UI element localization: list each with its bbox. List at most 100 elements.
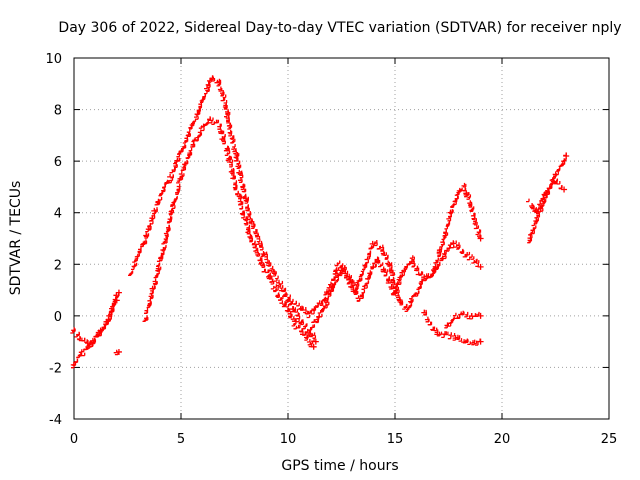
data-point — [318, 301, 323, 305]
data-point — [84, 339, 88, 343]
data-point — [415, 271, 420, 276]
data-point — [270, 281, 275, 285]
data-point — [269, 267, 273, 272]
data-point — [376, 260, 381, 264]
data-point — [390, 276, 395, 281]
data-point — [355, 283, 360, 287]
data-point — [160, 247, 165, 251]
data-point — [456, 242, 460, 246]
data-point — [143, 232, 147, 237]
axis-ticks: 0 5 10 15 20 25 -4 -2 0 2 4 6 8 10 — [45, 52, 617, 447]
data-point — [444, 232, 449, 237]
data-point — [187, 133, 191, 137]
data-point — [296, 313, 300, 317]
data-point — [242, 193, 247, 198]
data-point — [98, 329, 103, 334]
data-point — [92, 339, 97, 343]
x-axis-label: GPS time / hours — [281, 458, 398, 474]
data-point — [554, 180, 558, 185]
data-point — [160, 250, 165, 255]
data-point — [466, 196, 471, 200]
data-point — [211, 78, 216, 82]
data-point — [385, 254, 389, 259]
data-point — [233, 150, 237, 155]
data-point — [244, 221, 249, 226]
data-point — [365, 280, 370, 284]
data-point — [293, 300, 297, 305]
data-point — [191, 143, 196, 148]
data-point — [316, 300, 321, 304]
data-point — [433, 327, 438, 332]
data-point — [308, 309, 313, 314]
data-point — [270, 268, 275, 273]
data-point — [148, 225, 152, 230]
data-point — [408, 303, 413, 307]
data-point — [113, 297, 120, 304]
data-point — [328, 281, 332, 286]
data-point — [235, 153, 240, 157]
data-point — [156, 262, 161, 267]
data-point — [391, 280, 396, 284]
data-point — [366, 276, 371, 280]
data-point — [398, 277, 402, 281]
data-point — [373, 264, 377, 268]
data-point — [397, 281, 402, 286]
data-point — [348, 275, 352, 279]
data-point — [300, 331, 304, 335]
y-tick-label: -4 — [49, 413, 62, 428]
data-point — [198, 132, 203, 137]
data-point — [472, 313, 477, 318]
data-point — [206, 88, 210, 92]
data-point — [228, 132, 232, 137]
data-point — [260, 262, 265, 267]
data-point — [273, 284, 278, 288]
data-point — [259, 244, 263, 248]
data-point — [477, 263, 484, 270]
data-point — [72, 328, 76, 333]
data-point — [552, 171, 557, 176]
data-point — [254, 229, 258, 233]
data-point — [106, 318, 110, 322]
data-point — [220, 92, 225, 97]
data-point — [458, 338, 463, 342]
data-point — [289, 306, 294, 310]
data-point — [433, 266, 438, 271]
data-point — [424, 316, 429, 321]
data-point — [548, 185, 552, 189]
data-point — [235, 190, 239, 195]
data-point — [256, 235, 261, 240]
data-point — [241, 214, 245, 219]
data-point — [188, 152, 193, 156]
data-point — [330, 284, 334, 289]
data-point — [383, 252, 387, 256]
data-point — [477, 235, 484, 242]
data-point — [350, 280, 355, 284]
data-point — [477, 338, 484, 345]
data-point — [428, 321, 433, 326]
data-point — [326, 288, 330, 293]
data-point — [290, 298, 294, 303]
data-point — [361, 289, 366, 294]
data-point — [205, 87, 209, 92]
data-point — [311, 332, 316, 337]
data-point — [456, 336, 461, 340]
data-point — [404, 308, 409, 313]
data-point — [210, 76, 215, 81]
data-point — [421, 309, 425, 314]
data-point — [443, 255, 447, 260]
data-point — [181, 143, 186, 148]
data-point — [81, 352, 86, 357]
data-point — [339, 263, 344, 267]
data-point — [86, 342, 91, 347]
data-point — [355, 295, 360, 299]
data-point — [227, 129, 232, 134]
data-point — [399, 300, 404, 305]
y-tick-label: 10 — [45, 52, 62, 67]
data-point — [165, 234, 169, 238]
data-point — [294, 309, 299, 313]
data-point — [204, 85, 208, 90]
data-point — [465, 339, 469, 344]
data-point — [231, 171, 235, 176]
data-point — [299, 328, 303, 332]
data-point — [77, 336, 82, 341]
